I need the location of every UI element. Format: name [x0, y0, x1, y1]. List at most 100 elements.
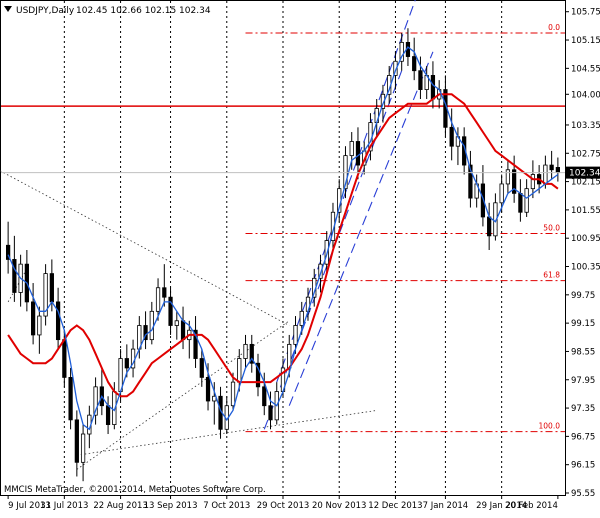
candle-body — [149, 310, 154, 341]
price-tick-label: 98.55 — [571, 347, 595, 357]
price-tick-label: 101.55 — [571, 206, 600, 216]
time-tick-label: 22 Aug 2013 — [93, 501, 147, 511]
dropdown-triangle-icon — [4, 6, 12, 12]
candle-body — [430, 75, 436, 100]
candle-body — [230, 381, 236, 407]
price-tick-label: 95.55 — [571, 489, 595, 499]
candle-body — [468, 164, 473, 199]
candle-body — [418, 70, 423, 90]
candle-body — [180, 320, 186, 341]
price-tick-label: 97.35 — [571, 404, 595, 414]
time-tick-label: 31 Jul 2013 — [40, 501, 88, 511]
price-tick-label: 100.35 — [571, 263, 600, 273]
candle-body — [249, 343, 254, 364]
candle-body — [12, 259, 17, 293]
time-tick-label: 7 Oct 2013 — [203, 501, 250, 511]
candle-body — [518, 192, 523, 213]
candle-body — [143, 325, 148, 341]
candle-body — [499, 183, 504, 204]
candle-body — [262, 386, 267, 407]
price-tick-label: 105.75 — [571, 8, 600, 18]
candle-body — [62, 339, 67, 378]
time-tick-label: 29 Oct 2013 — [257, 501, 310, 511]
channel-line-lower — [288, 51, 434, 406]
vertical-grid — [63, 1, 503, 495]
ohlc-readout: 102.45 102.66 102.15 102.34 — [76, 6, 211, 16]
candle-body — [37, 315, 42, 336]
candle-body — [193, 329, 198, 359]
fibonacci-retracement: 0.0 50.0 61.8 100.0 — [245, 23, 565, 433]
trendline-dotted — [0, 170, 290, 326]
price-tick-label: 97.95 — [571, 376, 595, 386]
price-tick-label: 99.15 — [571, 319, 595, 329]
price-axis: 105.75 105.15 104.55 104.00 103.35 102.75 102.… — [565, 8, 600, 499]
time-tick-label: 29 Jan 2014 — [476, 501, 527, 511]
candle-body — [174, 320, 179, 326]
copyright-text: MMCIS MetaTrader, ©2001-2014, MetaQuotes… — [4, 485, 266, 495]
time-tick-label: 20 Feb 2014 — [505, 501, 558, 511]
price-tick-label: 102.15 — [571, 178, 600, 188]
candle-body — [412, 56, 417, 72]
candle-body — [80, 433, 86, 463]
time-tick-label: 12 Dec 2013 — [368, 501, 422, 511]
candle-body — [49, 273, 54, 303]
candle-body — [549, 164, 554, 171]
current-price-label: 102.34 — [569, 169, 600, 179]
candle-body — [243, 343, 248, 359]
time-tick-label: 20 Nov 2013 — [312, 501, 366, 511]
candle-body — [55, 301, 61, 341]
fib-level-label: 100.0 — [539, 422, 561, 431]
candle-body — [399, 41, 404, 62]
candle-body — [6, 244, 11, 260]
candle-body — [43, 273, 48, 317]
price-tick-label: 103.35 — [571, 121, 600, 131]
time-tick-label: 9 Jul 2013 — [8, 501, 51, 511]
candle-body — [293, 325, 298, 345]
candle-body — [155, 287, 161, 312]
candle-body — [393, 60, 398, 76]
candle-body — [237, 358, 242, 383]
time-tick-label: 13 Sep 2013 — [144, 501, 198, 511]
candle-body — [68, 376, 73, 421]
candle-body — [487, 216, 492, 237]
candle-body — [512, 169, 517, 194]
fib-level-label: 50.0 — [543, 223, 560, 232]
ma-fast-line — [7, 46, 559, 431]
symbol-timeframe-label: USDJPY,Daily — [16, 6, 75, 16]
candle-body — [530, 174, 536, 190]
ma-slow-line — [7, 93, 559, 398]
candle-body — [543, 164, 548, 185]
candle-body — [505, 169, 511, 185]
candle-body — [268, 405, 273, 421]
candle-body — [349, 141, 354, 157]
candle-body — [205, 376, 211, 402]
current-price-marker: 102.34 — [566, 166, 600, 179]
candle-body — [124, 358, 129, 369]
fib-level-label: 0.0 — [548, 23, 560, 32]
price-tick-label: 104.55 — [571, 64, 600, 74]
price-tick-label: 96.75 — [571, 432, 595, 442]
candle-body — [74, 419, 79, 463]
candle-body — [555, 167, 560, 174]
candle-body — [299, 310, 304, 326]
candle-body — [480, 183, 486, 218]
candle-body — [93, 386, 98, 416]
candle-body — [105, 405, 111, 425]
candle-body — [168, 296, 173, 326]
trendline-dotted — [76, 410, 377, 456]
candle-body — [449, 126, 454, 147]
time-tick-label: 7 Jan 2014 — [423, 501, 469, 511]
candle-body — [255, 362, 261, 388]
price-tick-label: 102.75 — [571, 149, 600, 159]
candle-body — [162, 287, 167, 298]
candle-body — [199, 358, 204, 378]
channel-line-upper — [276, 0, 416, 383]
price-tick-label: 96.15 — [571, 461, 595, 471]
candle-body — [30, 301, 36, 336]
fib-level-label: 61.8 — [543, 271, 560, 280]
candle-body — [355, 141, 361, 166]
price-tick-label: 99.75 — [571, 291, 595, 301]
